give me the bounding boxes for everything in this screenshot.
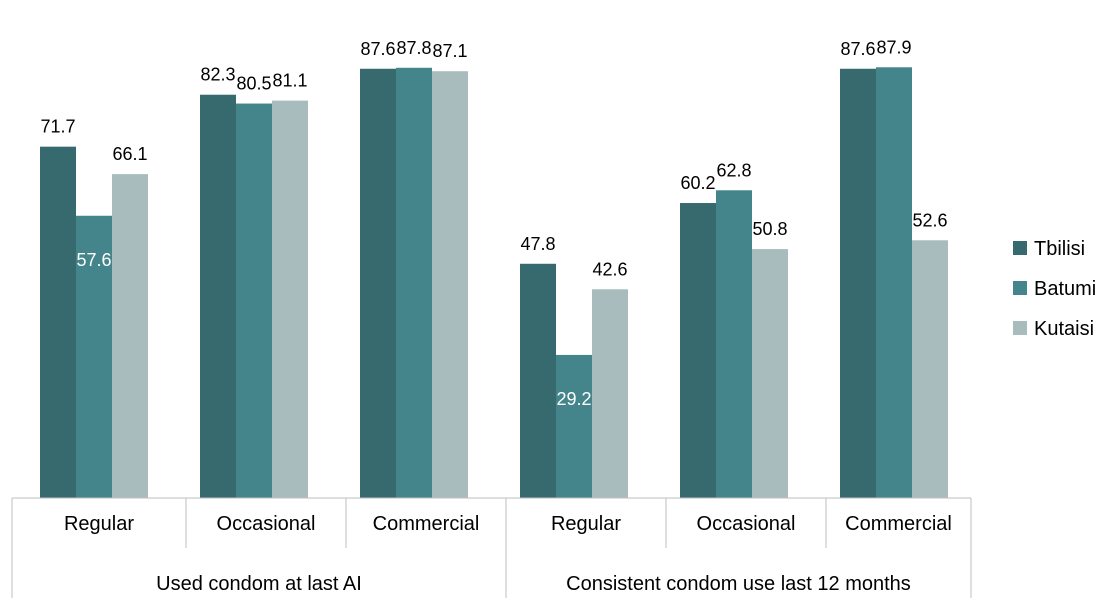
- value-label-tbilisi-3: 47.8: [520, 234, 555, 254]
- value-label-kutaisi-5: 52.6: [912, 210, 947, 230]
- value-label-tbilisi-5: 87.6: [840, 39, 875, 59]
- legend-label-batumi: Batumi: [1034, 278, 1096, 300]
- group-label-0: Used condom at last AI: [156, 573, 362, 595]
- bar-kutaisi-0: [112, 174, 148, 499]
- bar-kutaisi-5: [912, 240, 948, 498]
- value-label-kutaisi-1: 81.1: [272, 71, 307, 91]
- bar-tbilisi-1: [200, 94, 236, 498]
- category-label-4: Occasional: [697, 513, 796, 535]
- value-label-kutaisi-3: 42.6: [592, 259, 627, 279]
- value-label-kutaisi-2: 87.1: [432, 41, 467, 61]
- value-label-batumi-1: 80.5: [236, 74, 271, 94]
- value-labels-layer: 71.757.666.182.3 80.5 81.187.6 87.8 87.147.8…: [40, 37, 947, 409]
- bar-batumi-0: [76, 215, 112, 498]
- group-label-1: Consistent condom use last 12 months: [566, 573, 911, 595]
- bars-layer: [40, 67, 948, 499]
- legend-label-kutaisi: Kutaisi: [1034, 318, 1094, 340]
- value-label-tbilisi-0: 71.7: [40, 117, 75, 137]
- value-label-tbilisi-1: 82.3: [200, 65, 235, 85]
- legend-swatch-tbilisi: [1013, 241, 1027, 255]
- value-label-tbilisi-4: 60.2: [680, 173, 715, 193]
- bar-kutaisi-3: [592, 289, 628, 498]
- value-label-batumi-2: 87.8: [396, 38, 431, 58]
- value-label-kutaisi-4: 50.8: [752, 219, 787, 239]
- value-label-batumi-5: 87.9: [876, 37, 911, 57]
- bar-kutaisi-2: [432, 71, 468, 499]
- category-label-1: Occasional: [217, 513, 316, 535]
- bar-tbilisi-0: [40, 146, 76, 499]
- bar-tbilisi-2: [360, 68, 396, 498]
- legend-label-tbilisi: Tbilisi: [1034, 238, 1085, 260]
- bar-batumi-4: [716, 190, 752, 498]
- bar-tbilisi-5: [840, 68, 876, 498]
- value-label-kutaisi-0: 66.1: [112, 144, 147, 164]
- bar-tbilisi-3: [520, 263, 556, 498]
- value-label-batumi-4: 62.8: [716, 160, 751, 180]
- category-label-5: Commercial: [845, 513, 952, 535]
- bar-batumi-5: [876, 67, 912, 498]
- value-label-batumi-0: 57.6: [76, 250, 111, 270]
- legend: Tbilisi Batumi Kutaisi: [1013, 238, 1096, 340]
- category-label-2: Commercial: [373, 513, 480, 535]
- bar-kutaisi-4: [752, 249, 788, 498]
- legend-swatch-batumi: [1013, 281, 1027, 295]
- value-label-batumi-3: 29.2: [556, 389, 591, 409]
- bar-tbilisi-4: [680, 203, 716, 498]
- bar-kutaisi-1: [272, 100, 308, 499]
- category-label-3: Regular: [551, 513, 621, 535]
- bar-batumi-1: [236, 103, 272, 499]
- legend-swatch-kutaisi: [1013, 321, 1027, 335]
- category-axis: Regular Occasional Commercial Regular Occasi…: [11, 497, 972, 598]
- bar-batumi-3: [556, 354, 592, 498]
- bar-batumi-2: [396, 67, 432, 498]
- value-label-tbilisi-2: 87.6: [360, 39, 395, 59]
- category-label-0: Regular: [64, 513, 134, 535]
